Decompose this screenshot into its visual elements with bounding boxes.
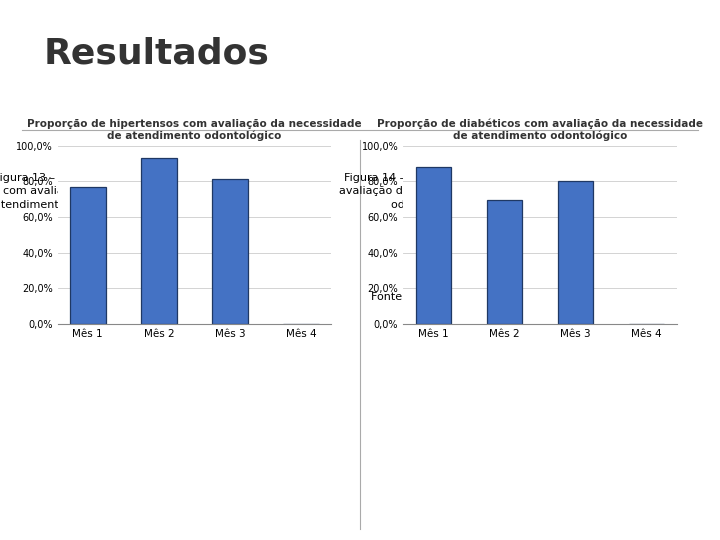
Text: Fonte – Planilha de coleta de dados, 2014.: Fonte – Planilha de coleta de dados, 201…	[371, 292, 607, 302]
Title: Proporção de diabéticos com avaliação da necessidade
de atendimento odontológico: Proporção de diabéticos com avaliação da…	[377, 118, 703, 141]
Text: Resultados: Resultados	[43, 37, 269, 71]
Text: Fonte – Planilha de coleta de dados,
2014.: Fonte – Planilha de coleta de dados, 201…	[58, 292, 258, 315]
Bar	[558, 181, 593, 324]
Bar	[70, 187, 106, 324]
Title: Proporção de hipertensos com avaliação da necessidade
de atendimento odontológic: Proporção de hipertensos com avaliação d…	[27, 119, 361, 141]
Bar	[415, 167, 451, 324]
Text: Figura 14 – Proporção de diabéticos com
avaliação da necessidade de atendimento
: Figura 14 – Proporção de diabéticos com …	[339, 173, 575, 237]
Bar	[141, 158, 176, 324]
Text: Figura 13 – Proporção de hipertensos
com avaliação da necessidade de
atendimento: Figura 13 – Proporção de hipertensos com…	[0, 173, 201, 223]
Bar	[487, 200, 522, 324]
Bar	[212, 179, 248, 324]
